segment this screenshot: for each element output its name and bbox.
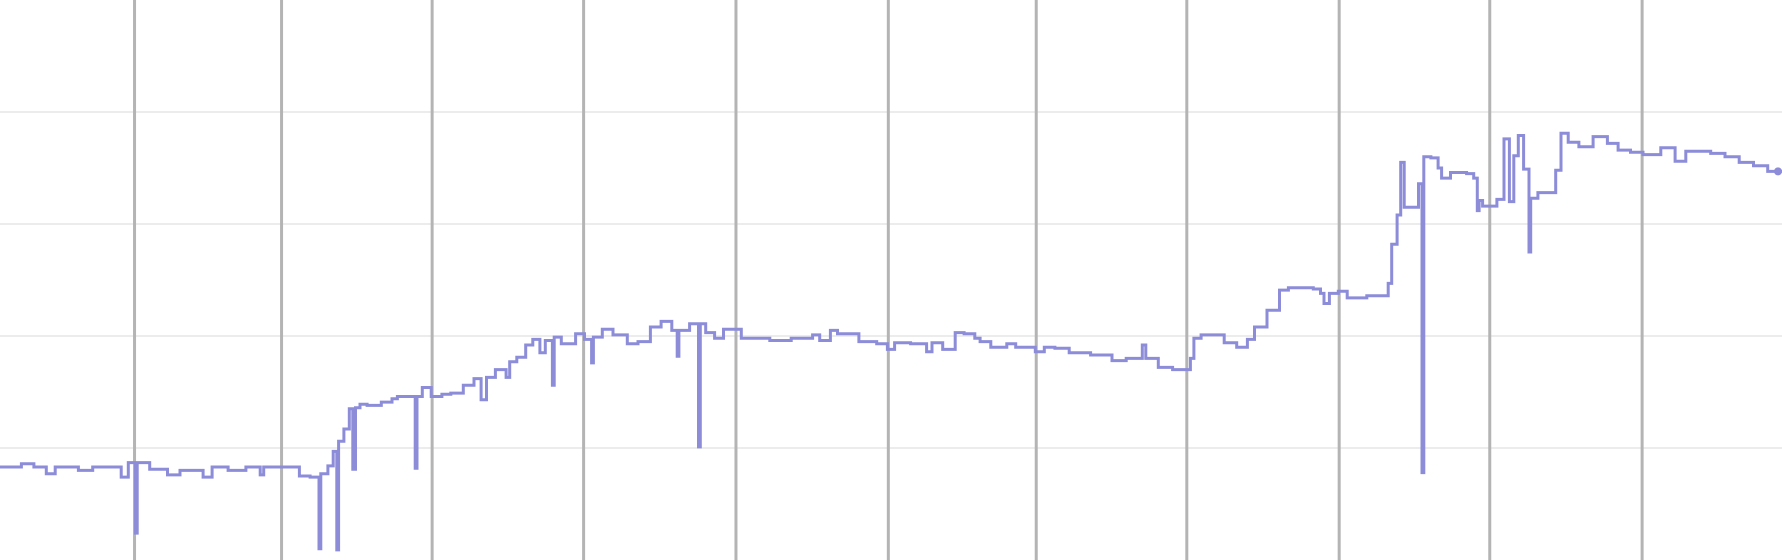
major-gridlines xyxy=(133,0,1644,560)
series-layer xyxy=(0,131,1782,552)
minor-gridlines xyxy=(0,111,1782,449)
series-end-point xyxy=(1774,167,1782,176)
series-line xyxy=(0,131,1782,552)
